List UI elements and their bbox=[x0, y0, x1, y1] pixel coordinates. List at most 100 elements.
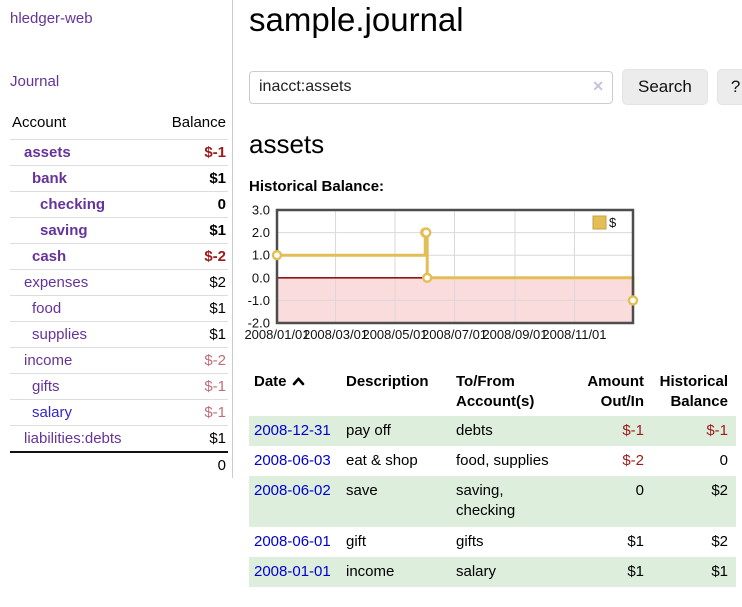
transaction-row: 2008-12-31 pay off debts $-1 $-1 bbox=[249, 415, 736, 446]
transaction-amount: $-1 bbox=[622, 421, 644, 439]
main-content: sample.journal ✕ Search ? assets Histori… bbox=[233, 0, 742, 607]
sort-ascending-icon bbox=[292, 377, 304, 386]
account-balance: $-2 bbox=[154, 347, 228, 374]
accounts-total-value: 0 bbox=[154, 451, 228, 478]
search-button[interactable]: Search bbox=[622, 69, 708, 105]
svg-text:2008/01/01: 2008/01/01 bbox=[244, 327, 309, 342]
account-link[interactable]: expenses bbox=[24, 274, 89, 291]
accounts-total-row: 0 bbox=[10, 451, 228, 478]
sidebar: hledger-web Journal Account Balance asse… bbox=[0, 0, 233, 478]
accounts-table: Account Balance assets $-1 bank $1 checking 0… bbox=[10, 110, 228, 478]
transaction-accounts: debts bbox=[456, 421, 493, 439]
svg-text:1.0: 1.0 bbox=[252, 248, 270, 263]
account-row: food $1 bbox=[10, 295, 228, 322]
transaction-balance: $1 bbox=[711, 562, 728, 580]
transaction-description: pay off bbox=[346, 421, 391, 439]
account-link[interactable]: income bbox=[24, 352, 73, 369]
register-header-description: Description bbox=[346, 373, 429, 390]
register-header-historical-balance: Historical Balance bbox=[659, 373, 728, 411]
account-link[interactable]: liabilities:debts bbox=[24, 430, 122, 447]
account-balance: $2 bbox=[154, 269, 228, 296]
transaction-amount: 0 bbox=[635, 482, 644, 499]
svg-text:2008/03/01: 2008/03/01 bbox=[303, 327, 368, 342]
account-balance: $1 bbox=[154, 425, 228, 452]
transaction-accounts: salary bbox=[456, 562, 497, 580]
account-link[interactable]: salary bbox=[32, 404, 73, 421]
transaction-date-link[interactable]: 2008-06-03 bbox=[254, 451, 331, 469]
help-button[interactable]: ? bbox=[716, 69, 742, 105]
search-row: ✕ Search ? bbox=[249, 69, 742, 105]
search-box: ✕ bbox=[249, 70, 613, 104]
account-row: gifts $-1 bbox=[10, 373, 228, 400]
svg-text:2008/07/01: 2008/07/01 bbox=[422, 327, 487, 342]
register-table: Date Description To/From Account(s) Amount … bbox=[249, 369, 736, 587]
brand-link[interactable]: hledger-web bbox=[10, 10, 93, 27]
account-row: checking 0 bbox=[10, 191, 228, 218]
transaction-row: 2008-01-01 income salary $1 $1 bbox=[249, 556, 736, 587]
historical-balance-chart: $3.0 2.0 1.0 0.0 -1.0 -2.02008/01/012008/03/0… bbox=[244, 203, 639, 342]
account-balance: $1 bbox=[154, 165, 228, 192]
svg-text:2008/05/01: 2008/05/01 bbox=[362, 327, 427, 342]
transaction-amount: $1 bbox=[627, 532, 644, 550]
account-link[interactable]: checking bbox=[40, 196, 106, 213]
transaction-date-link[interactable]: 2008-12-31 bbox=[254, 421, 331, 439]
transaction-row: 2008-06-02 save saving, checking 0 $2 bbox=[249, 476, 736, 527]
account-balance: $1 bbox=[154, 321, 228, 348]
svg-text:-2.0: -2.0 bbox=[248, 316, 270, 331]
svg-text:3.0: 3.0 bbox=[252, 203, 270, 218]
transaction-date-link[interactable]: 2008-06-02 bbox=[254, 482, 331, 499]
account-link[interactable]: assets bbox=[24, 144, 71, 161]
account-link[interactable]: cash bbox=[32, 248, 67, 265]
svg-text:2008/09/01: 2008/09/01 bbox=[482, 327, 547, 342]
transaction-description: save bbox=[346, 482, 378, 499]
account-row: liabilities:debts $1 bbox=[10, 425, 228, 452]
account-link[interactable]: gifts bbox=[32, 378, 60, 395]
svg-text:-1.0: -1.0 bbox=[248, 293, 270, 308]
clear-search-icon[interactable]: ✕ bbox=[592, 77, 604, 94]
account-balance: $-1 bbox=[154, 373, 228, 400]
account-link[interactable]: bank bbox=[32, 170, 68, 187]
account-row: expenses $2 bbox=[10, 269, 228, 296]
account-link[interactable]: supplies bbox=[32, 326, 88, 343]
search-input[interactable] bbox=[249, 70, 613, 104]
account-balance: $-2 bbox=[154, 243, 228, 270]
account-link[interactable]: saving bbox=[40, 222, 88, 239]
transaction-date-link[interactable]: 2008-06-01 bbox=[254, 532, 331, 550]
sidebar-item-journal[interactable]: Journal bbox=[10, 73, 60, 90]
transaction-date-link[interactable]: 2008-01-01 bbox=[254, 562, 331, 580]
account-balance: $-1 bbox=[154, 139, 228, 166]
account-balance: $1 bbox=[154, 295, 228, 322]
register-header-date[interactable]: Date bbox=[249, 369, 346, 416]
transaction-description: gift bbox=[346, 532, 367, 550]
transaction-balance: 0 bbox=[719, 451, 728, 469]
account-balance: $1 bbox=[154, 217, 228, 244]
transaction-accounts: gifts bbox=[456, 532, 484, 550]
account-row: salary $-1 bbox=[10, 399, 228, 426]
transaction-balance: $-1 bbox=[706, 421, 728, 439]
transaction-accounts: food, supplies bbox=[456, 451, 549, 469]
svg-text:2008/11/01: 2008/11/01 bbox=[542, 327, 606, 342]
svg-text:$: $ bbox=[609, 215, 617, 230]
svg-text:2.0: 2.0 bbox=[252, 225, 270, 240]
account-row: income $-2 bbox=[10, 347, 228, 374]
transaction-amount: $1 bbox=[627, 562, 644, 580]
transaction-balance: $2 bbox=[711, 482, 728, 499]
account-row: cash $-2 bbox=[10, 243, 228, 270]
transaction-description: income bbox=[346, 562, 395, 580]
register-header-to-from-account-s: To/From Account(s) bbox=[456, 373, 535, 411]
account-row: bank $1 bbox=[10, 165, 228, 192]
register-header-amount-out-in: Amount Out/In bbox=[587, 373, 644, 411]
accounts-header-account: Account bbox=[12, 114, 67, 131]
transaction-description: eat & shop bbox=[346, 451, 418, 469]
account-balance: $-1 bbox=[154, 399, 228, 426]
transaction-row: 2008-06-01 gift gifts $1 $2 bbox=[249, 527, 736, 557]
account-row: supplies $1 bbox=[10, 321, 228, 348]
transaction-accounts: saving, checking bbox=[456, 482, 516, 520]
accounts-header-balance: Balance bbox=[171, 114, 226, 131]
account-balance: 0 bbox=[154, 191, 228, 218]
transaction-row: 2008-06-03 eat & shop food, supplies $-2 0 bbox=[249, 446, 736, 476]
account-link[interactable]: food bbox=[32, 300, 62, 317]
account-heading: assets bbox=[249, 129, 325, 159]
chart-label: Historical Balance: bbox=[249, 178, 385, 195]
